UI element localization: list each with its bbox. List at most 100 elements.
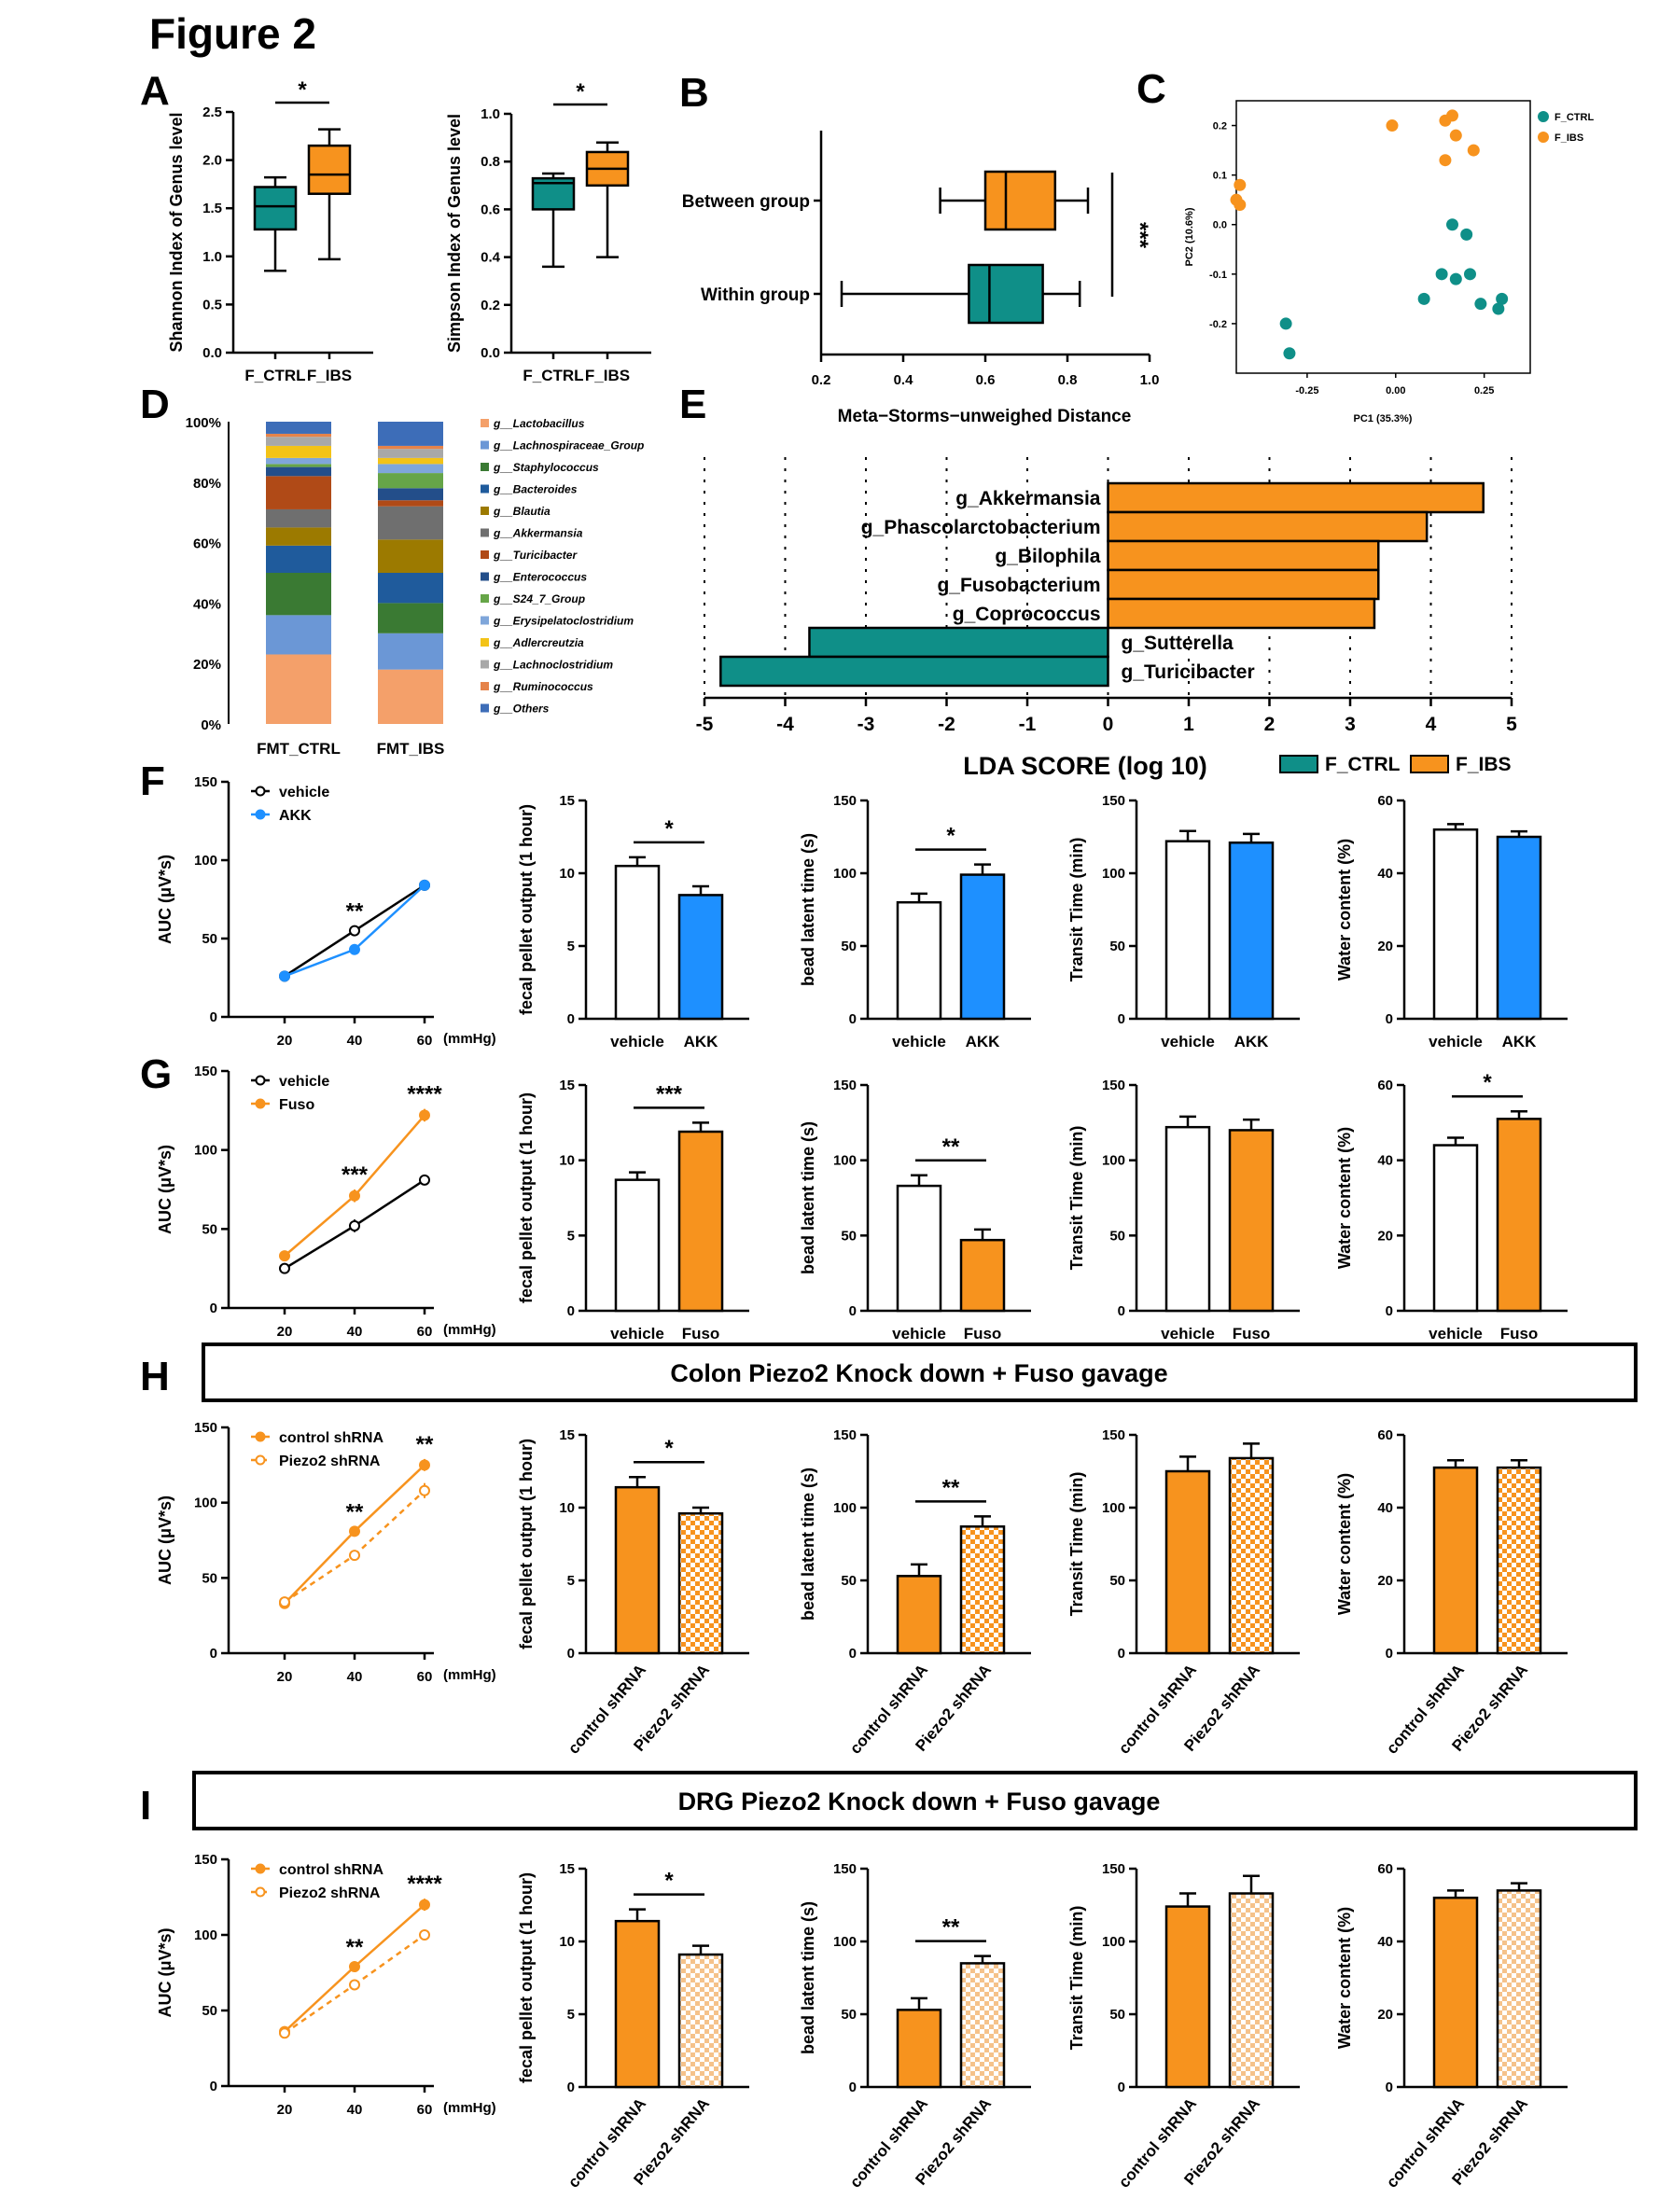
G1-point-Fuso [279, 1250, 290, 1262]
panel-letter-e: E [679, 382, 706, 427]
E-bar-g_Sutterella [808, 626, 1109, 659]
I1-series-line-Piezo2 shRNA [354, 1933, 425, 1986]
B-sig-star: *** [1127, 222, 1152, 249]
I5-y-tick-label: 20 [1377, 2007, 1393, 2023]
chart-A2: 0.0 0.2 0.4 0.6 0.8 1.0 F_CTRL F_IBS * Simpson In… [445, 79, 651, 384]
I1-legend-label: Piezo2 shRNA [279, 1885, 381, 1901]
F1-y-tick-label: 100 [194, 853, 217, 869]
G4-y-tick-label: 150 [1102, 1078, 1125, 1093]
G1-legend-marker [255, 1098, 266, 1109]
G5-y-tick-label: 60 [1377, 1078, 1393, 1093]
C-point-F_CTRL [1474, 298, 1487, 311]
I2-y-tick-label: 10 [559, 1934, 575, 1950]
E-bar-g_Turicibacter [719, 655, 1109, 688]
G1-x-unit: (mmHg) [443, 1322, 496, 1338]
C-point-F_CTRL [1435, 268, 1448, 281]
C-point-F_IBS [1446, 109, 1459, 122]
G4-y-tick-label: 50 [1109, 1228, 1125, 1244]
D-segment-g__Blautia [378, 539, 443, 573]
F2-bar-vehicle [614, 864, 661, 1021]
C-x-tick-label: 0.25 [1474, 385, 1494, 396]
D-segment-g__Blautia [266, 527, 331, 546]
H1-y-tick-label: 100 [194, 1496, 217, 1511]
B-x-tick-label: 0.2 [812, 372, 831, 388]
F1-y-title: AUC (μV*s) [156, 855, 174, 944]
G1-y-tick-label: 100 [194, 1143, 217, 1159]
D-legend-label: g__Others [493, 703, 550, 716]
H1-x-unit: (mmHg) [443, 1667, 496, 1683]
F3-y-tick-label: 150 [833, 793, 857, 809]
H2-y-tick-label: 15 [559, 1427, 575, 1443]
C-x-tick-label: -0.25 [1295, 385, 1318, 396]
G5-y-tick-label: 40 [1377, 1153, 1393, 1169]
chart-B: 0.2 0.4 0.6 0.8 1.0 Between group Within group… [682, 131, 1159, 426]
F1-point-AKK [279, 970, 290, 982]
H1-point-Piezo2 shRNA [419, 1484, 430, 1496]
D-segment-g__Adlercreutzia [266, 445, 331, 458]
F4-y-tick-label: 0 [1118, 1011, 1125, 1027]
F1-point-vehicle [349, 925, 360, 937]
F3-x-label: vehicle [892, 1033, 946, 1050]
C-point-F_IBS [1234, 198, 1247, 211]
A1-y-tick-label: 0.0 [202, 345, 222, 361]
G1-point-vehicle [279, 1262, 290, 1274]
A2-sig-star: * [576, 79, 585, 104]
D-legend-swatch [481, 682, 489, 690]
I1-series-line-control shRNA [284, 1966, 356, 2033]
panel-letter-d: D [140, 382, 170, 427]
C-y-tick-label: 0.2 [1213, 121, 1227, 132]
E-taxon-label: g_Coprococcus [953, 604, 1101, 625]
H4-y-tick-label: 0 [1118, 1646, 1125, 1662]
C-point-F_IBS [1449, 129, 1462, 142]
C-y-tick-label: 0.0 [1213, 220, 1227, 231]
G1-sig-star: **** [407, 1082, 442, 1107]
A1-y-tick-label: 1.0 [202, 249, 222, 265]
C-y-tick-label: -0.1 [1209, 270, 1227, 281]
D-segment-g__Enterococcus [266, 466, 331, 477]
H1-y-tick-label: 150 [194, 1420, 217, 1436]
G5-bar-Fuso [1496, 1118, 1542, 1313]
B-x-title: Meta−Storms−unweighed Distance [838, 407, 1132, 426]
D-y-tick-label: 80% [193, 476, 221, 492]
H5-y-tick-label: 0 [1386, 1646, 1393, 1662]
F2-y-tick-label: 0 [567, 1011, 575, 1027]
H3-y-tick-label: 50 [841, 1573, 857, 1589]
A1-y-tick-label: 2.0 [202, 153, 222, 169]
F4-y-tick-label: 150 [1102, 793, 1125, 809]
I1-series-line-control shRNA [354, 1903, 425, 1968]
A2-y-tick-label: 0.2 [481, 298, 500, 313]
A1-y-tick-label: 0.5 [202, 297, 222, 313]
F1-legend-label: vehicle [279, 785, 329, 800]
F3-y-tick-label: 0 [849, 1011, 857, 1027]
chart-G4: 0 50 100 150 Transit Time (min) vehicle Fuso [1067, 1078, 1300, 1343]
A1-box-F_CTRL [253, 186, 298, 231]
F1-legend-label: AKK [279, 808, 312, 824]
I2-sig-star: * [664, 1869, 674, 1894]
I1-point-Piezo2 shRNA [279, 2027, 290, 2039]
panel-letter-i: I [140, 1783, 151, 1829]
A2-x-label: F_IBS [585, 367, 630, 384]
G4-y-tick-label: 0 [1118, 1303, 1125, 1319]
G5-x-label: Fuso [1500, 1325, 1539, 1343]
I5-bar-Piezo2 shRNA [1496, 1889, 1542, 2089]
D-legend-swatch [481, 572, 489, 581]
C-point-F_CTRL [1492, 302, 1505, 315]
A1-y-tick-label: 1.5 [202, 201, 222, 216]
G5-y-title: Water content (%) [1335, 1127, 1354, 1269]
A2-y-tick-label: 0.4 [481, 250, 501, 266]
G2-y-tick-label: 5 [567, 1228, 575, 1244]
D-segment-g__Turicibacter [378, 500, 443, 507]
E-bar-g_Akkermansia [1107, 481, 1485, 514]
I1-x-tick-label: 40 [347, 2102, 363, 2118]
F3-bar-vehicle [896, 900, 942, 1021]
A2-y-title: Simpson Index of Genus level [445, 114, 464, 353]
F2-sig-star: * [664, 816, 674, 842]
E-bar-g_Bilophila [1107, 539, 1380, 572]
C-point-F_CTRL [1460, 228, 1473, 241]
H4-bar-control shRNA [1164, 1469, 1211, 1655]
I1-series-line-Piezo2 shRNA [284, 1983, 356, 2035]
